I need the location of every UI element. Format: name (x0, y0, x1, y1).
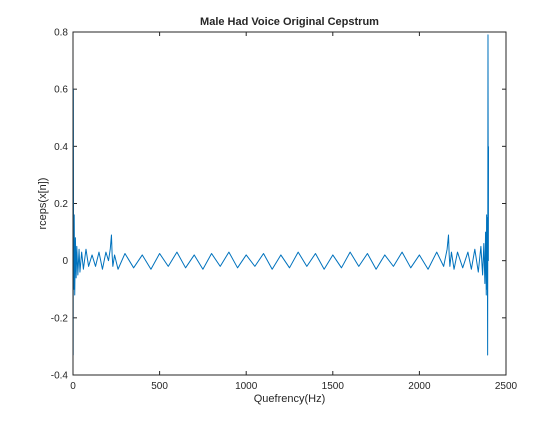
y-tick-label: 0.8 (54, 28, 68, 39)
plot-area-background (73, 32, 506, 375)
x-tick-label: 2000 (408, 381, 431, 392)
x-tick-label: 2500 (495, 381, 518, 392)
x-axis-label: Quefrency(Hz) (254, 393, 326, 405)
x-tick-label: 0 (70, 381, 76, 392)
x-tick-label: 1000 (235, 381, 258, 392)
y-tick-label: -0.2 (51, 313, 69, 324)
y-tick-label: -0.4 (51, 371, 69, 382)
series-line (72, 31, 490, 356)
x-tick-label: 1500 (322, 381, 345, 392)
x-tick-label: 500 (151, 381, 168, 392)
y-tick-label: 0.4 (54, 142, 68, 153)
y-axis-label: rceps(x[n]) (37, 178, 49, 230)
chart-title: Male Had Voice Original Cepstrum (200, 16, 379, 28)
y-tick-label: 0.2 (54, 199, 68, 210)
y-tick-label: 0 (62, 256, 68, 267)
y-tick-label: 0.6 (54, 85, 68, 96)
series-group (72, 31, 490, 356)
plot-area-border (72, 31, 507, 376)
